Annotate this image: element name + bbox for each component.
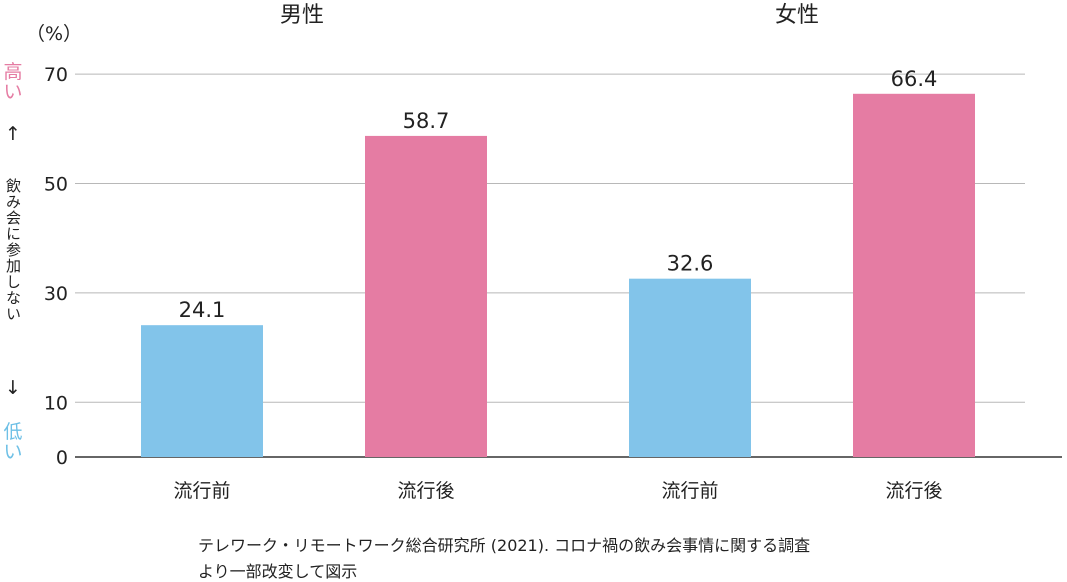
y-tick-label: 50 <box>44 174 68 196</box>
y-axis-description: 飲み会に参加しない <box>4 178 22 322</box>
bar-value-labels: 24.1 58.7 32.6 66.4 <box>179 67 938 322</box>
group-label: 女性 <box>775 3 819 28</box>
bar-value-label: 58.7 <box>403 109 450 133</box>
x-category-label: 流行後 <box>397 480 454 502</box>
y-unit-label: （%） <box>26 23 82 45</box>
bar-value-label: 24.1 <box>179 298 226 322</box>
bar <box>853 93 975 458</box>
bar-value-label: 66.4 <box>891 67 938 91</box>
bar <box>141 325 263 457</box>
bars <box>141 93 975 458</box>
source-citation-line-2: より一部改変して図示 <box>198 562 358 581</box>
y-tick-label: 70 <box>44 64 68 86</box>
bar <box>365 135 487 457</box>
y-tick-label: 10 <box>44 392 68 414</box>
x-category-label: 流行後 <box>885 480 942 502</box>
y-tick-label: 30 <box>44 283 68 305</box>
x-category-label: 流行前 <box>173 480 230 502</box>
group-label: 男性 <box>280 3 324 28</box>
x-category-label: 流行前 <box>661 480 718 502</box>
bar-value-label: 32.6 <box>667 252 714 276</box>
y-tick-label: 0 <box>56 447 68 469</box>
high-label: 高い <box>3 61 23 103</box>
bar <box>629 278 751 457</box>
low-label: 低い <box>3 421 23 463</box>
y-tick-labels: 0 10 30 50 70 <box>44 64 68 469</box>
group-labels: 男性 女性 <box>280 3 819 28</box>
arrow-up-icon: ↑ <box>5 123 21 145</box>
source-citation-line-1: テレワーク・リモートワーク総合研究所 (2021). コロナ禍の飲み会事情に関す… <box>198 536 811 555</box>
x-category-labels: 流行前 流行後 流行前 流行後 <box>173 480 942 502</box>
arrow-down-icon: ↓ <box>5 377 21 399</box>
